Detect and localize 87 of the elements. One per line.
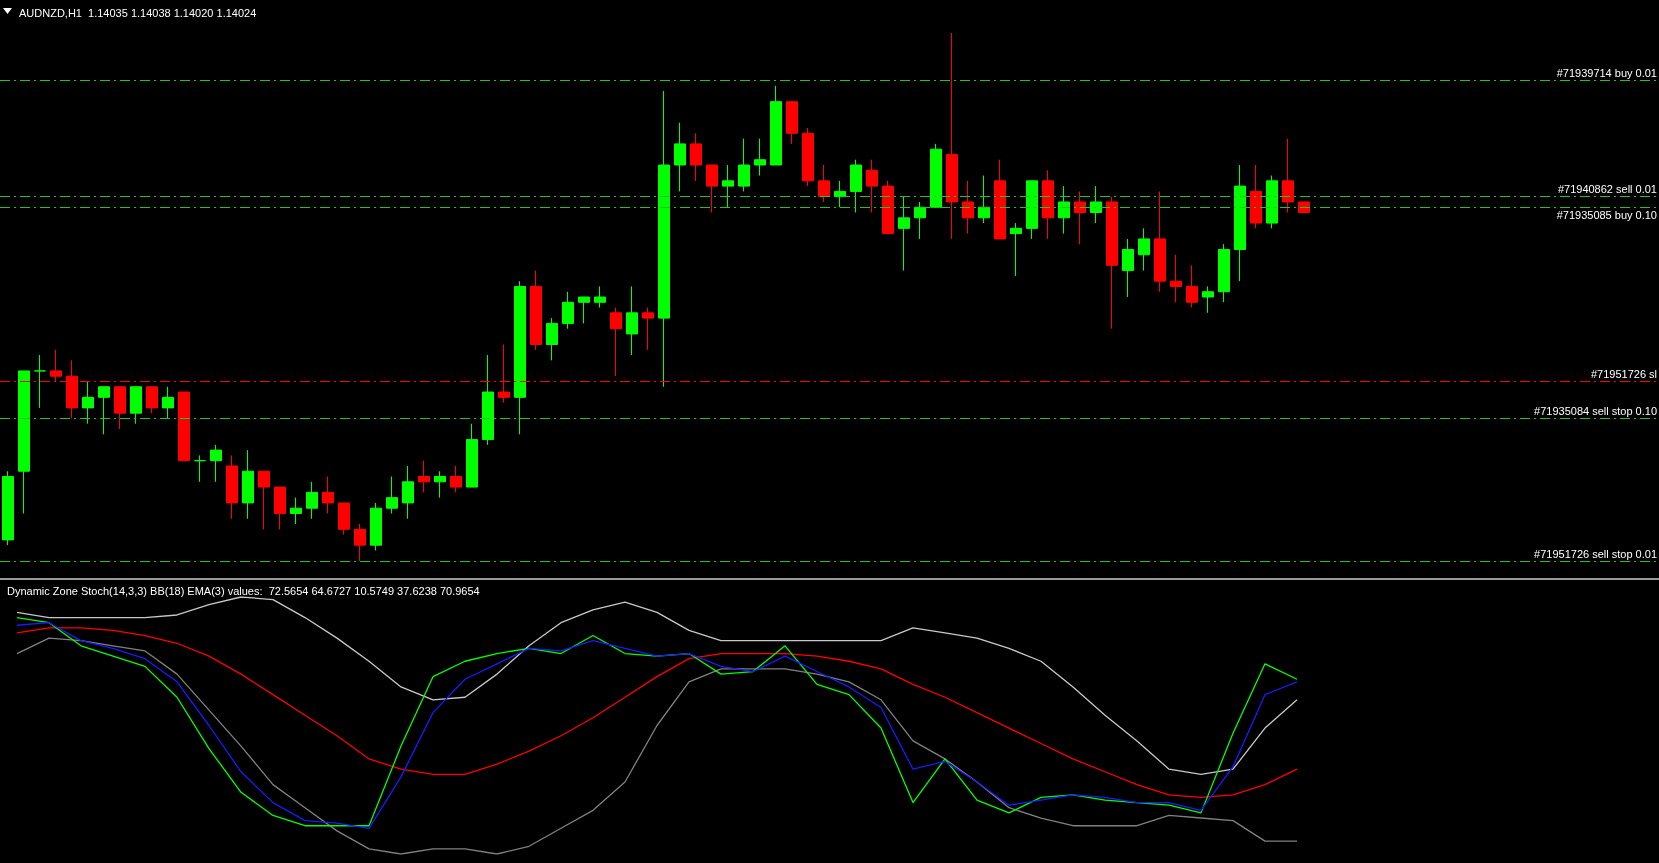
candlestick	[1138, 227, 1150, 272]
candlestick	[1266, 175, 1278, 229]
candlestick	[306, 481, 318, 520]
candlestick	[34, 354, 46, 409]
candlestick	[482, 354, 494, 446]
candlestick	[1250, 164, 1262, 229]
candlestick	[1074, 190, 1086, 245]
candlestick	[1298, 201, 1310, 214]
candlestick	[194, 454, 206, 483]
candlestick	[962, 180, 974, 235]
candlestick	[530, 270, 542, 351]
chart-title: Dynamic Zone Stoch(14,3,3) BB(18) EMA(3) values: 72.5654 64.6727 10.5749 37.6238 70.9654	[7, 584, 480, 597]
candlestick	[770, 85, 782, 166]
ref-line-label: #71935084 sell stop 0.10	[1534, 404, 1657, 417]
candlestick	[370, 502, 382, 551]
candlestick	[114, 386, 126, 430]
candlestick	[514, 280, 526, 435]
candlestick	[706, 164, 718, 214]
candlestick	[354, 523, 366, 562]
candlestick	[434, 470, 446, 499]
candlestick	[626, 285, 638, 356]
candlestick	[466, 423, 478, 488]
candlestick	[178, 391, 190, 462]
candlestick	[130, 386, 142, 425]
candlestick	[850, 159, 862, 214]
candlestick	[802, 127, 814, 187]
candlestick	[642, 307, 654, 351]
candlestick	[690, 132, 702, 182]
candlestick	[290, 497, 302, 525]
candlestick	[754, 138, 766, 177]
candlestick	[386, 476, 398, 514]
candlestick	[898, 196, 910, 272]
ref-line-label: #71951726 sl	[1590, 367, 1657, 380]
ref-line-label: #71939714 buy 0.01	[1556, 67, 1657, 80]
candlestick	[658, 90, 670, 388]
candlestick	[1058, 185, 1070, 235]
candlestick	[1202, 285, 1214, 314]
candlestick	[994, 159, 1006, 240]
candlestick	[866, 159, 878, 214]
candlestick	[146, 386, 158, 414]
candlestick	[1234, 164, 1246, 282]
ref-line-label: #71935085 buy 0.10	[1556, 208, 1657, 221]
candlestick	[914, 201, 926, 240]
chart-title: AUDNZD,H1 1.14035 1.14038 1.14020 1.14024	[19, 6, 257, 19]
candlestick	[274, 486, 286, 530]
candlestick	[1122, 238, 1134, 298]
candlestick	[1218, 243, 1230, 303]
candlestick	[402, 465, 414, 520]
candlestick	[1282, 138, 1294, 214]
candlestick	[2, 470, 14, 546]
candlestick	[1106, 196, 1118, 330]
candlestick	[562, 291, 574, 330]
candlestick	[226, 454, 238, 520]
candlestick	[546, 317, 558, 361]
candlestick	[18, 370, 30, 514]
candlestick	[338, 502, 350, 536]
candlestick	[946, 32, 958, 240]
candlestick	[738, 138, 750, 192]
candlestick	[818, 164, 830, 203]
candlestick	[610, 307, 622, 377]
candlestick	[978, 175, 990, 224]
ref-line-label: #71940862 sell 0.01	[1557, 183, 1657, 196]
candlestick	[322, 476, 334, 514]
candlestick	[1026, 180, 1038, 240]
candlestick	[162, 386, 174, 419]
candlestick	[1170, 254, 1182, 303]
candlestick	[1010, 222, 1022, 277]
candlestick	[1154, 190, 1166, 293]
candlestick	[722, 164, 734, 208]
candlestick	[418, 460, 430, 493]
candlestick	[882, 180, 894, 235]
candlestick	[674, 122, 686, 192]
candlestick	[930, 143, 942, 208]
candlestick	[242, 449, 254, 520]
candlestick	[210, 444, 222, 483]
candlestick	[1186, 264, 1198, 309]
candlestick	[258, 470, 270, 530]
candlestick	[82, 380, 94, 425]
candlestick	[1042, 169, 1054, 240]
candlestick	[98, 386, 110, 435]
candlestick	[834, 180, 846, 208]
candlestick	[578, 296, 590, 324]
ref-line-label: #71951726 sell stop 0.01	[1534, 547, 1657, 560]
candlestick	[594, 285, 606, 309]
candlestick	[786, 101, 798, 145]
candlestick	[450, 465, 462, 493]
candlestick	[1090, 185, 1102, 224]
